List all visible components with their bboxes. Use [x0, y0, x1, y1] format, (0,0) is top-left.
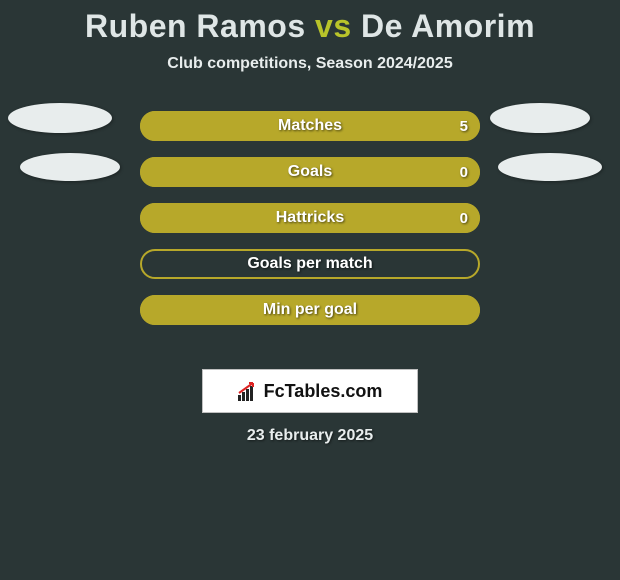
subtitle: Club competitions, Season 2024/2025: [0, 55, 620, 73]
bar-label: Matches: [140, 111, 480, 141]
stat-row: Min per goal: [0, 287, 620, 333]
logo-box: FcTables.com: [202, 369, 418, 413]
stat-row: Goals per match: [0, 241, 620, 287]
logo-text: FcTables.com: [264, 381, 383, 402]
stat-row: Goals0: [0, 149, 620, 195]
bar-label: Min per goal: [140, 295, 480, 325]
vs-label: vs: [315, 8, 352, 44]
snapshot-date: 23 february 2025: [0, 427, 620, 445]
bar-label: Goals per match: [140, 249, 480, 279]
bar-right-value: 0: [460, 157, 468, 187]
bar-right-value: 0: [460, 203, 468, 233]
comparison-chart: Matches5Goals0Hattricks0Goals per matchM…: [0, 103, 620, 363]
stat-bar: Hattricks0: [140, 203, 480, 233]
player-b-name: De Amorim: [361, 8, 535, 44]
stat-bar: Goals per match: [140, 249, 480, 279]
stat-row: Hattricks0: [0, 195, 620, 241]
stat-row: Matches5: [0, 103, 620, 149]
chart-icon: [238, 381, 260, 401]
stat-bar: Goals0: [140, 157, 480, 187]
stat-bar: Min per goal: [140, 295, 480, 325]
page-title: Ruben Ramos vs De Amorim: [0, 0, 620, 45]
player-a-name: Ruben Ramos: [85, 8, 306, 44]
bar-right-value: 5: [460, 111, 468, 141]
site-logo: FcTables.com: [238, 381, 383, 402]
stat-bar: Matches5: [140, 111, 480, 141]
bar-label: Hattricks: [140, 203, 480, 233]
bar-label: Goals: [140, 157, 480, 187]
